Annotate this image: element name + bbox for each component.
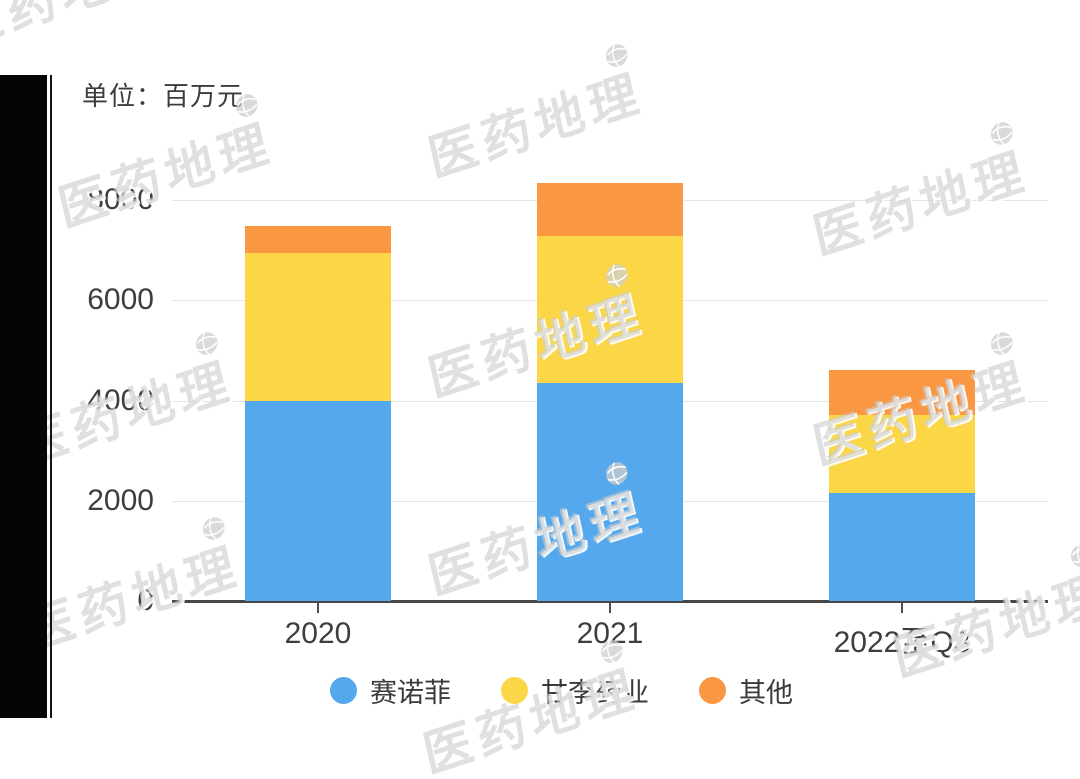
y-tick-label: 4000 [87,383,154,417]
bar-segment [537,383,683,601]
legend-item: 赛诺菲 [330,671,451,710]
plot-area: 0 2000 4000 6000 8000 2020 2021 2022至Q3 [87,182,1048,659]
globe-icon [991,122,1013,145]
watermark-text: 医药地理 [0,0,175,62]
x-axis-baseline [172,600,1048,603]
x-axis-tick [317,603,319,613]
globe-icon [606,44,628,67]
x-tick-label: 2020 [284,617,352,650]
x-axis-tick [901,603,903,613]
bar-segment [245,400,391,601]
y-tick-label: 0 [137,584,154,617]
y-tick-label: 8000 [87,183,154,216]
legend-label: 赛诺菲 [370,678,451,708]
legend-label: 甘李药业 [541,678,649,708]
x-tick-label: 2022至Q3 [833,626,971,659]
y-tick-label: 6000 [87,283,154,317]
bar-segment [829,414,975,494]
watermark-text: 医药地理 [415,640,644,779]
left-black-bar [0,75,47,718]
legend-item: 其他 [699,671,793,710]
bar-segment [537,182,683,237]
x-tick-label: 2021 [576,617,644,650]
watermark-text: 医药地理 [420,44,649,192]
legend: 赛诺菲 甘李药业 其他 [330,671,793,710]
bar-segment [829,493,975,601]
unit-label: 单位：百万元 [82,81,245,111]
legend-dot [699,677,726,704]
y-tick-label: 2000 [87,483,154,517]
legend-item: 甘李药业 [501,671,649,710]
bar-segment [537,236,683,384]
globe-icon [1071,544,1080,567]
bar-segment [829,370,975,415]
legend-dot [501,677,528,704]
legend-label: 其他 [739,678,793,708]
bar-segment [245,252,391,401]
x-axis-tick [609,603,611,613]
bar-segment [245,226,391,253]
legend-dot [330,677,357,704]
left-edge-line [50,75,52,718]
